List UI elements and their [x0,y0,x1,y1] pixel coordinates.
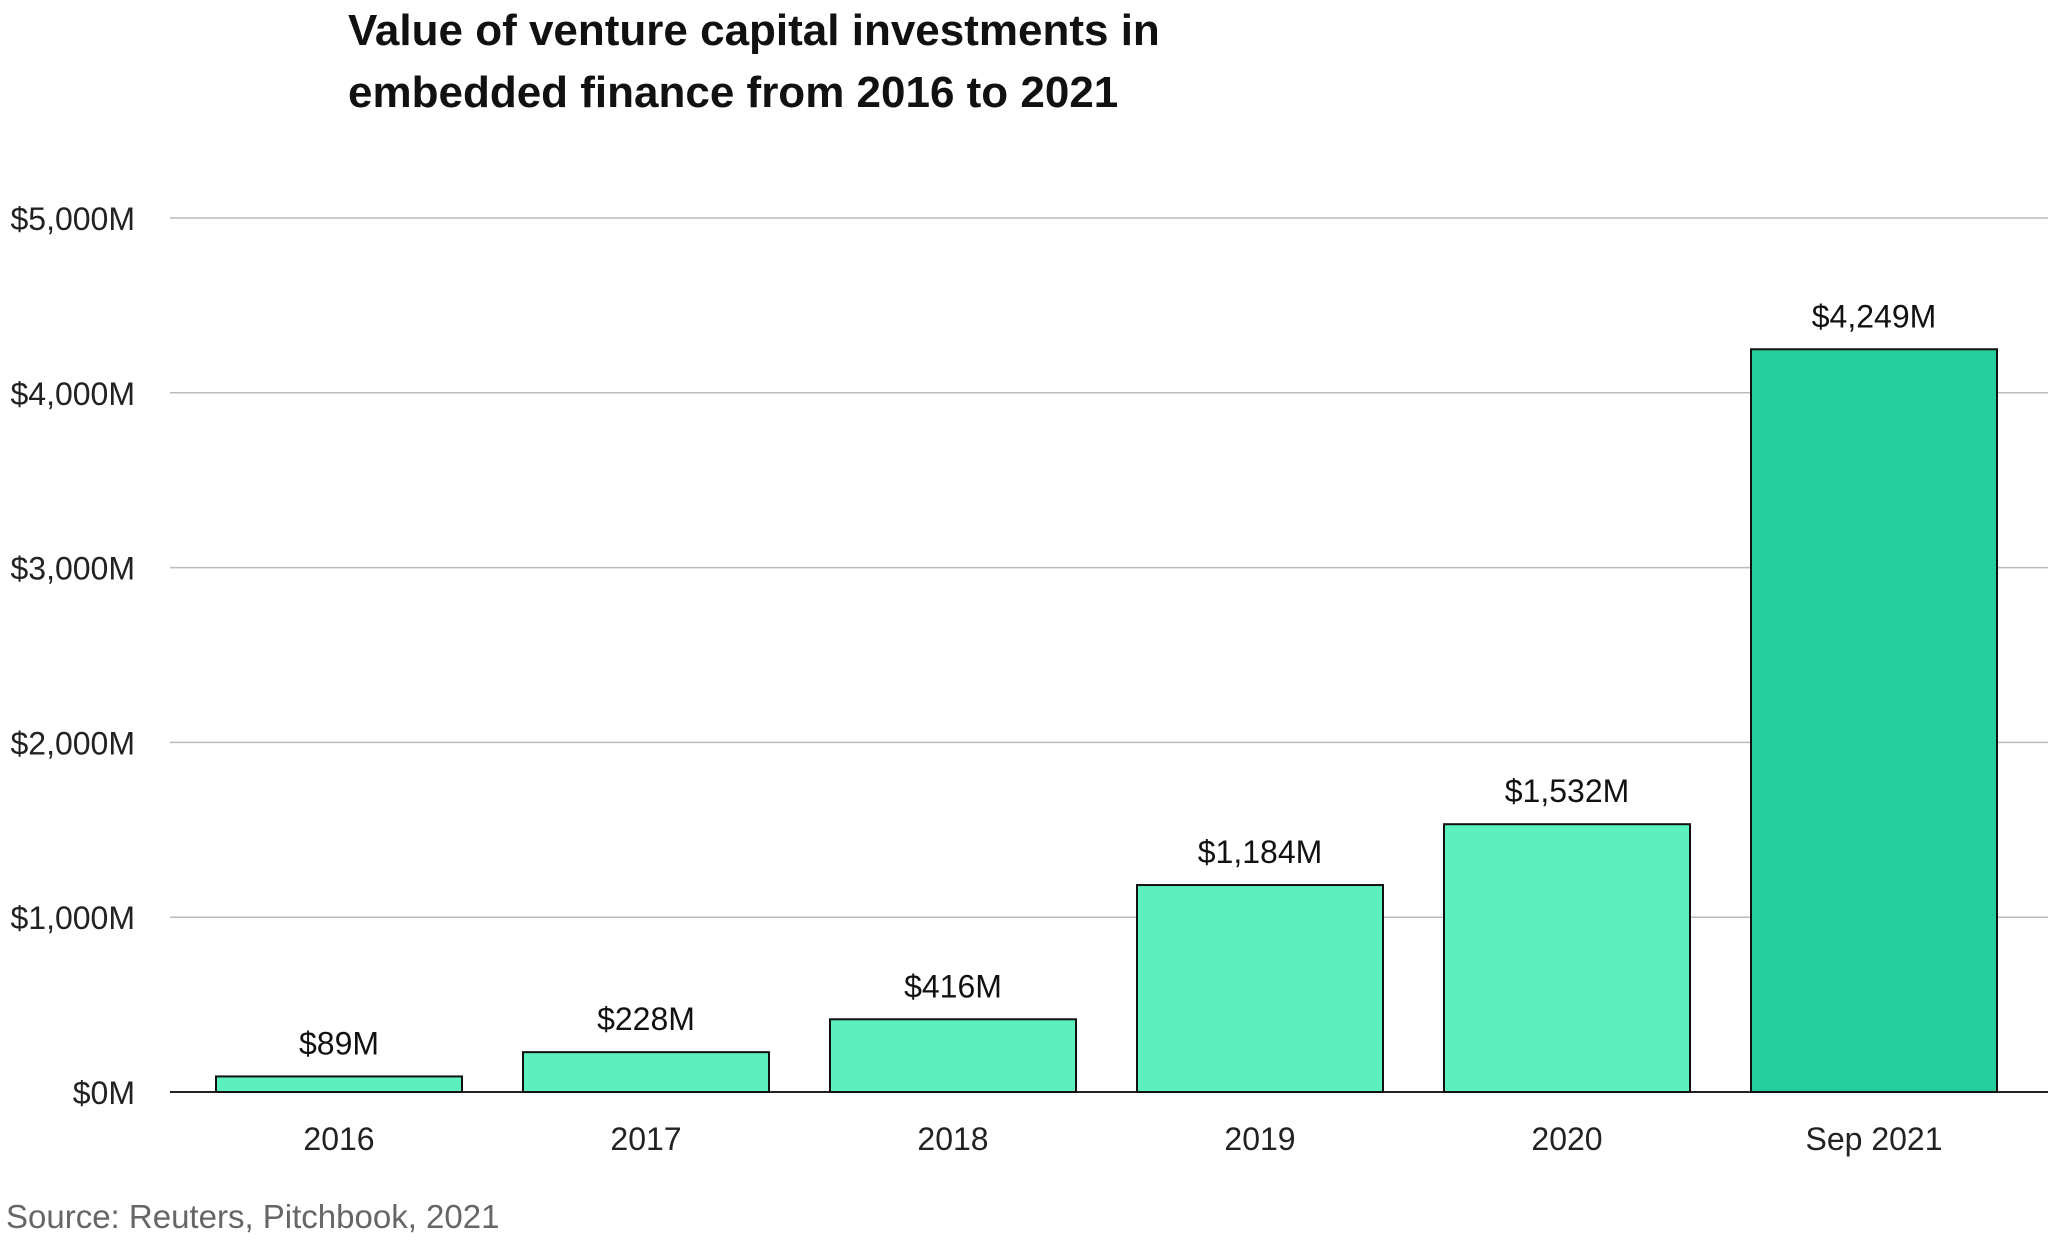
source-note: Source: Reuters, Pitchbook, 2021 [6,1198,500,1235]
value-label: $416M [904,968,1002,1004]
bar-2019 [1136,884,1384,1093]
chart-title-line-1: Value of venture capital investments in [348,6,1160,55]
x-tick-label: 2020 [1531,1121,1602,1157]
value-label: $4,249M [1812,298,1937,334]
x-tick-label: Sep 2021 [1805,1121,1942,1157]
value-labels: $89M $228M $416M $1,184M $1,532M $4,249M [299,298,1936,1061]
bar-2016 [215,1075,463,1093]
value-label: $228M [597,1001,695,1037]
x-tick-label: 2019 [1224,1121,1295,1157]
y-tick-label: $2,000M [10,725,135,761]
value-label: $89M [299,1025,379,1061]
y-tick-label: $4,000M [10,376,135,412]
value-label: $1,184M [1198,834,1323,870]
x-tick-label: 2018 [917,1121,988,1157]
bar-sep-2021 [1750,348,1998,1094]
x-tick-label: 2016 [303,1121,374,1157]
bars [215,348,1998,1094]
y-tick-label: $0M [73,1075,135,1111]
value-label: $1,532M [1505,773,1630,809]
bar-2017 [522,1051,770,1094]
bar-2020 [1443,823,1691,1094]
chart-title: Value of venture capital investments in … [348,0,1448,124]
y-tick-label: $5,000M [10,201,135,237]
x-tick-label: 2017 [610,1121,681,1157]
chart-title-line-2: embedded finance from 2016 to 2021 [348,68,1119,117]
bar-2018 [829,1018,1077,1093]
y-tick-label: $1,000M [10,900,135,936]
grid-lines [170,217,2048,1093]
y-axis-tick-labels: $0M $1,000M $2,000M $3,000M $4,000M $5,000M [10,201,135,1111]
y-tick-label: $3,000M [10,551,135,587]
x-axis-tick-labels: 2016 2017 2018 2019 2020 Sep 2021 [303,1121,1942,1157]
